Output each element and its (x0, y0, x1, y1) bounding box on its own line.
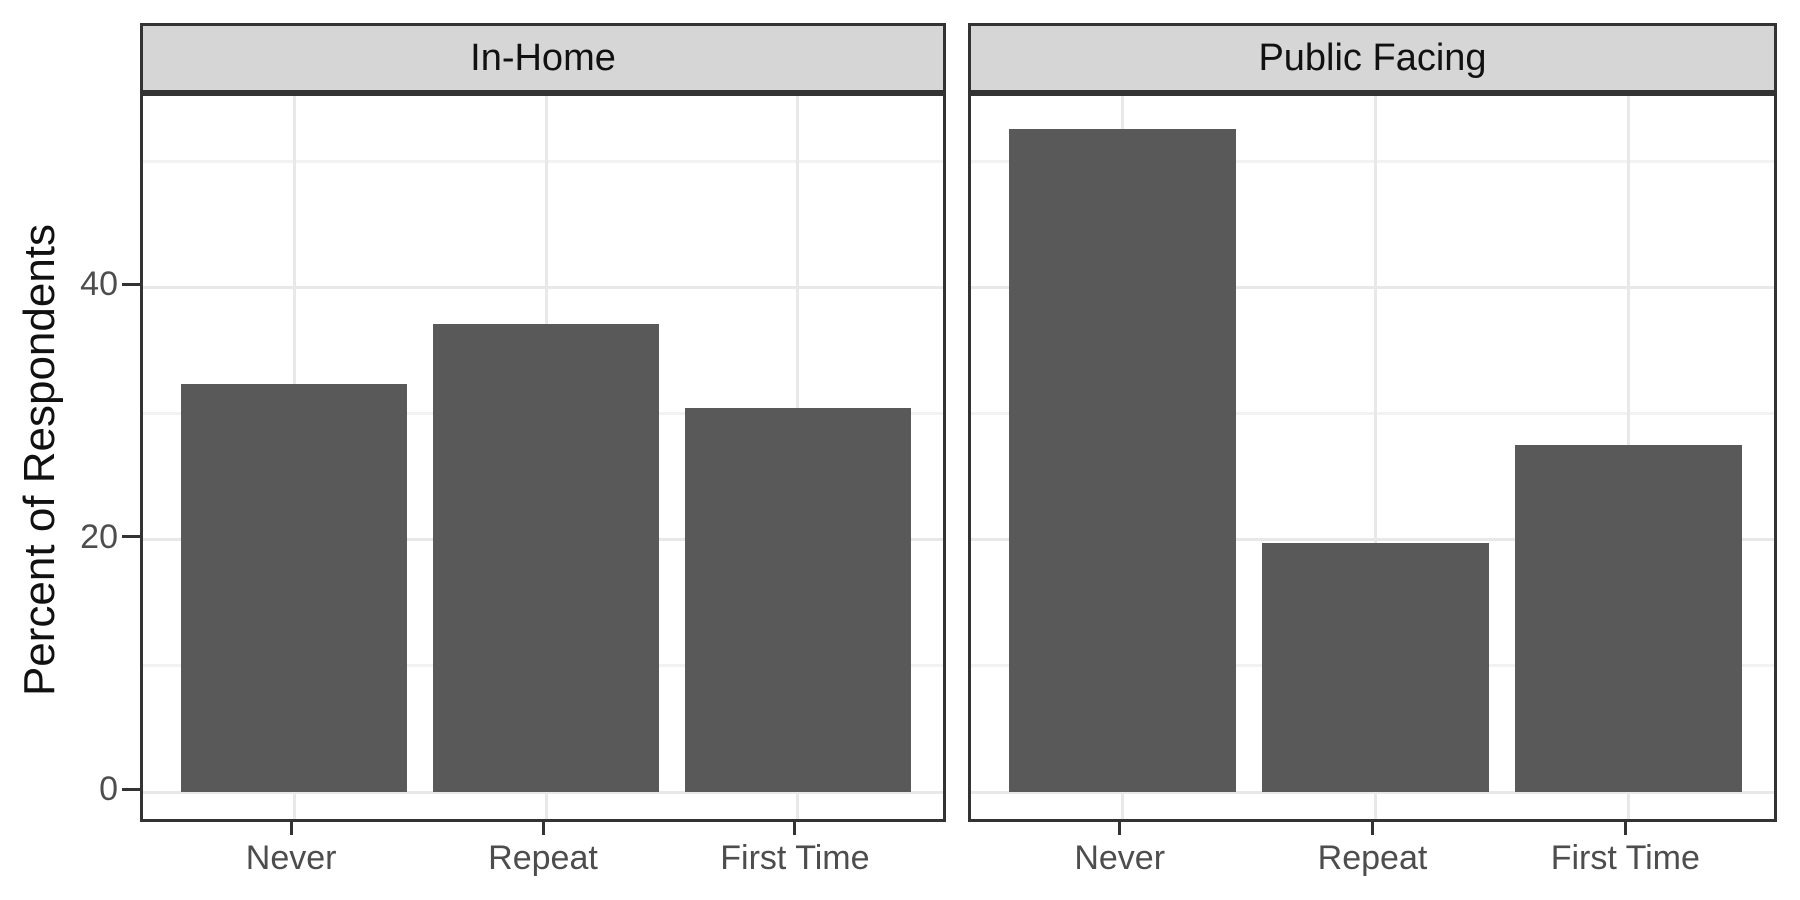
gridline-major-y0 (971, 790, 1774, 794)
bar-public-facing-never (1008, 129, 1237, 793)
x-tick-in-home-repeat (541, 822, 545, 835)
x-tick-in-home-first-time (793, 822, 797, 835)
x-tick-label-public-facing-never: Never (1074, 839, 1166, 877)
x-tick-label-in-home-first-time: First Time (720, 839, 870, 877)
gridline-major-y0 (143, 790, 943, 794)
gridline-minor-y30 (971, 411, 1774, 415)
y-tick-20 (122, 535, 140, 539)
bar-in-home-first-time (684, 408, 912, 793)
x-tick-public-facing-repeat (1371, 822, 1374, 835)
facet-strip-label-public-facing: Public Facing (1258, 36, 1487, 79)
facet-strip-label-in-home: In-Home (470, 36, 616, 79)
gridline-major-y40 (971, 285, 1774, 289)
y-tick-40 (122, 282, 140, 286)
bar-public-facing-repeat (1261, 543, 1490, 793)
x-tick-label-public-facing-first-time: First Time (1550, 839, 1700, 877)
panel-in-home (140, 93, 946, 822)
gridline-major-y20 (971, 538, 1774, 542)
y-tick-label-0: 0 (99, 770, 118, 809)
bar-public-facing-first-time (1514, 445, 1743, 793)
y-tick-0 (122, 787, 140, 791)
x-tick-label-in-home-never: Never (245, 839, 337, 877)
x-tick-label-in-home-repeat: Repeat (488, 839, 598, 877)
panel-public-facing (968, 93, 1777, 822)
bar-in-home-repeat (432, 323, 660, 793)
facet-strip-in-home: In-Home (140, 23, 946, 93)
x-tick-public-facing-never (1118, 822, 1122, 835)
y-tick-label-40: 40 (80, 265, 118, 304)
gridline-minor-y50 (143, 159, 943, 163)
bar-in-home-never (180, 384, 408, 793)
gridline-major-y40 (143, 285, 943, 289)
gridline-major-x-repeat (1374, 96, 1377, 819)
facet-strip-public-facing: Public Facing (968, 23, 1777, 93)
x-tick-label-public-facing-repeat: Repeat (1317, 839, 1428, 877)
x-tick-public-facing-first-time (1623, 822, 1627, 835)
x-tick-in-home-never (289, 822, 293, 835)
y-tick-label-20: 20 (80, 517, 118, 556)
gridline-minor-y50 (971, 159, 1774, 163)
